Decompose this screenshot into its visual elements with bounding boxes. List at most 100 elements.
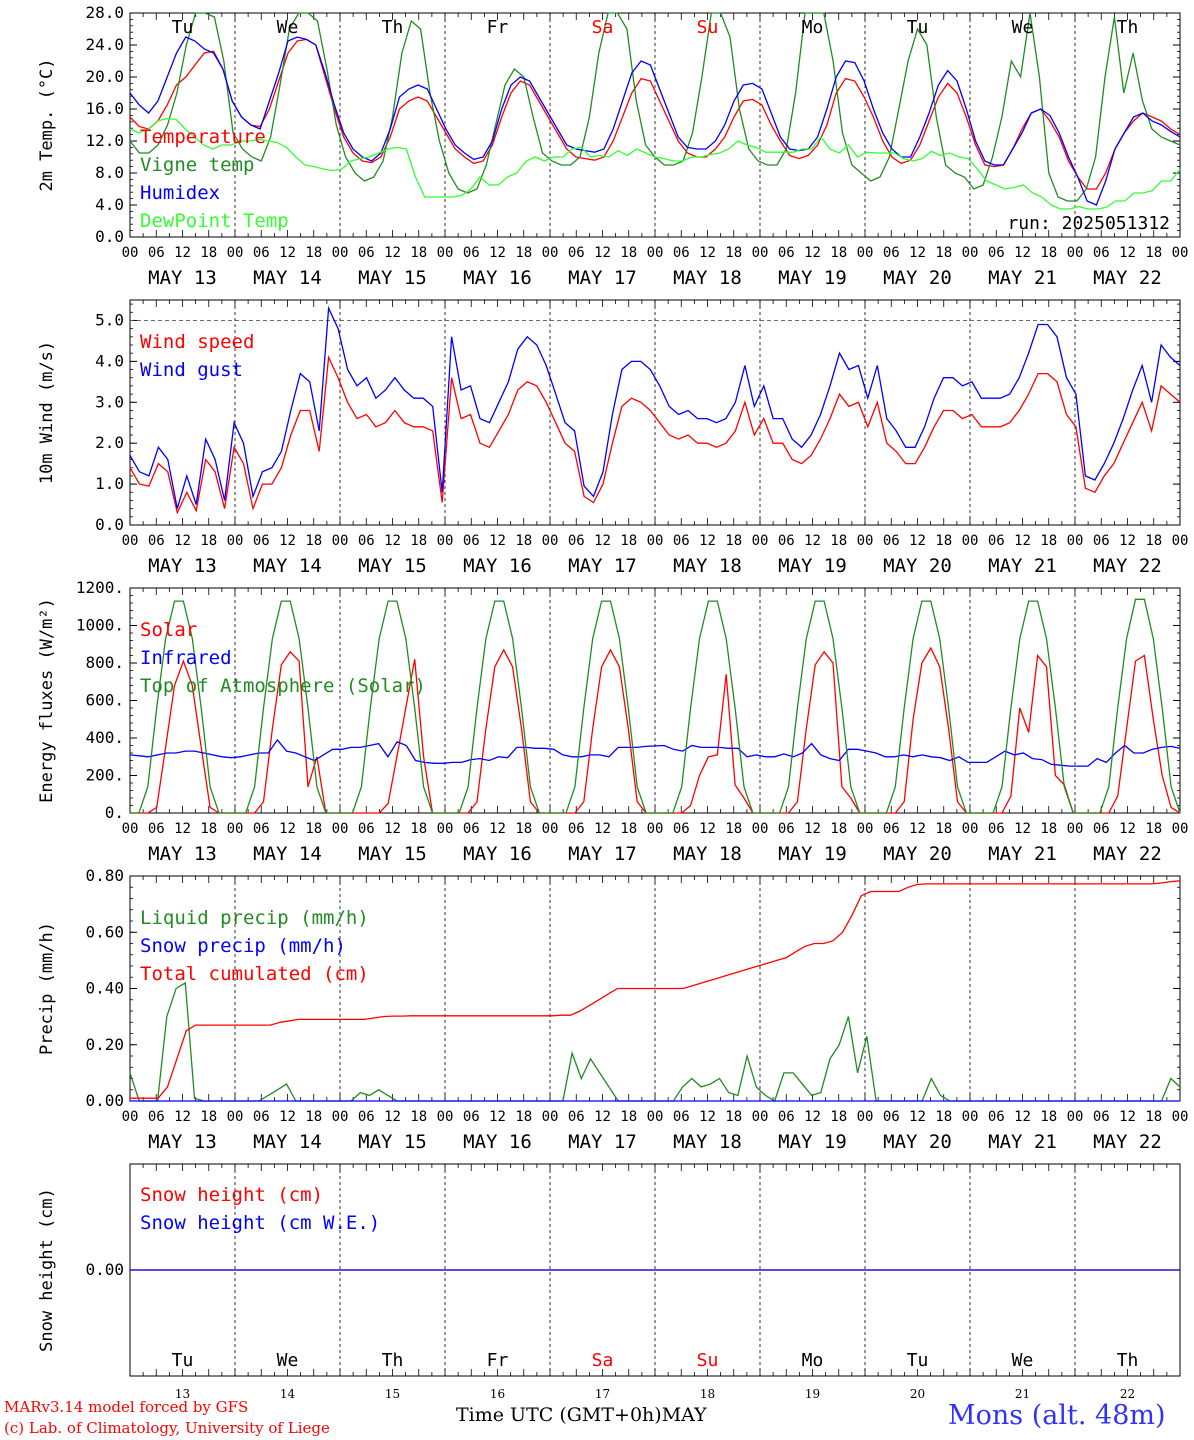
y-tick-label: 20.0 — [85, 67, 124, 86]
y-tick-label: 3.0 — [95, 392, 124, 411]
day-number-label: 21 — [1015, 1387, 1030, 1401]
hour-label: 00 — [437, 821, 454, 837]
hour-label: 12 — [909, 533, 926, 549]
day-of-week-label: Tu — [907, 1350, 929, 1371]
day-of-week-label: Sa — [592, 17, 614, 38]
day-of-week-label: Fr — [487, 17, 509, 38]
y-tick-label: 0.0 — [95, 515, 124, 534]
hour-label: 06 — [568, 533, 585, 549]
hour-label: 00 — [962, 821, 979, 837]
y-tick-label: 2.0 — [95, 433, 124, 452]
hour-label: 06 — [148, 1109, 165, 1125]
date-label: MAY 19 — [778, 1131, 847, 1153]
hour-label: 06 — [358, 1109, 375, 1125]
y-axis-label: 10m Wind (m/s) — [37, 341, 57, 484]
hour-label: 00 — [647, 533, 664, 549]
legend-entry: Liquid precip (mm/h) — [140, 907, 369, 929]
hour-label: 12 — [804, 1109, 821, 1125]
hour-label: 00 — [542, 821, 559, 837]
hour-label: 06 — [988, 1109, 1005, 1125]
y-tick-label: 0.00 — [85, 1260, 124, 1279]
day-of-week-label: We — [1012, 17, 1034, 38]
hour-label: 18 — [1040, 533, 1057, 549]
date-label: MAY 17 — [568, 267, 637, 289]
day-number-label: 14 — [280, 1387, 296, 1401]
hour-label: 18 — [830, 821, 847, 837]
legend-entry: Snow height (cm W.E.) — [140, 1212, 380, 1234]
day-of-week-label: Mo — [802, 1350, 824, 1371]
hour-label: 06 — [988, 245, 1005, 261]
hour-label: 18 — [830, 245, 847, 261]
hour-label: 12 — [699, 245, 716, 261]
hour-label: 06 — [253, 245, 270, 261]
date-label: MAY 22 — [1093, 555, 1162, 577]
hour-label: 06 — [883, 533, 900, 549]
day-of-week-label: Mo — [802, 17, 824, 38]
hour-label: 12 — [699, 1109, 716, 1125]
date-label: MAY 21 — [988, 1131, 1057, 1153]
date-label: MAY 17 — [568, 843, 637, 865]
hour-label: 18 — [1145, 533, 1162, 549]
day-of-week-label: Th — [382, 17, 404, 38]
series-line — [129, 981, 1181, 1102]
hour-label: 18 — [1145, 245, 1162, 261]
hour-label: 18 — [200, 245, 217, 261]
y-tick-label: 4.0 — [95, 351, 124, 370]
hour-label: 18 — [1145, 821, 1162, 837]
hour-label: 12 — [489, 1109, 506, 1125]
hour-label: 12 — [909, 821, 926, 837]
hour-label: 18 — [1040, 1109, 1057, 1125]
hour-label: 00 — [962, 533, 979, 549]
hour-label: 00 — [437, 533, 454, 549]
legend-entry: Wind gust — [140, 359, 243, 381]
hour-label: 06 — [463, 533, 480, 549]
hour-label: 06 — [253, 1109, 270, 1125]
series-line — [130, 598, 1181, 814]
hour-label: 18 — [620, 245, 637, 261]
y-axis-label: 2m Temp. (°C) — [37, 58, 57, 191]
date-label: MAY 17 — [568, 1131, 637, 1153]
date-label: MAY 22 — [1093, 843, 1162, 865]
hour-label: 18 — [935, 533, 952, 549]
series-line — [129, 354, 1181, 515]
hour-label: 00 — [857, 245, 874, 261]
plot-frame — [129, 12, 1181, 238]
y-tick-label: 16.0 — [85, 99, 124, 118]
hour-label: 06 — [988, 821, 1005, 837]
hour-label: 00 — [857, 533, 874, 549]
day-of-week-label: Tu — [172, 1350, 194, 1371]
hour-label: 12 — [279, 533, 296, 549]
hour-label: 06 — [463, 245, 480, 261]
hour-label: 00 — [332, 1109, 349, 1125]
hour-label: 06 — [673, 1109, 690, 1125]
hour-label: 12 — [1119, 1109, 1136, 1125]
hour-label: 12 — [174, 533, 191, 549]
date-label: MAY 13 — [148, 843, 217, 865]
date-label: MAY 16 — [463, 843, 532, 865]
hour-label: 00 — [122, 1109, 139, 1125]
legend-entry: Vigne temp — [140, 154, 254, 176]
hour-label: 18 — [515, 1109, 532, 1125]
hour-label: 18 — [200, 533, 217, 549]
hour-label: 12 — [174, 821, 191, 837]
y-tick-label: 600. — [85, 691, 124, 710]
date-label: MAY 15 — [358, 843, 427, 865]
hour-label: 06 — [778, 533, 795, 549]
date-label: MAY 15 — [358, 1131, 427, 1153]
hour-label: 12 — [489, 821, 506, 837]
y-tick-label: 400. — [85, 728, 124, 747]
date-label: MAY 18 — [673, 267, 742, 289]
hour-label: 18 — [515, 821, 532, 837]
hour-label: 12 — [1119, 245, 1136, 261]
legend-entry: Wind speed — [140, 331, 254, 353]
hour-label: 06 — [1093, 245, 1110, 261]
hour-label: 00 — [542, 533, 559, 549]
day-of-week-label: Sa — [592, 1350, 614, 1371]
date-label: MAY 16 — [463, 267, 532, 289]
day-number-label: 19 — [805, 1387, 820, 1401]
panel-flux: 0. 200. 400. 600. 800. 1000. 1200. Energy fluxe… — [37, 578, 1188, 865]
hour-label: 12 — [804, 245, 821, 261]
hour-label: 12 — [489, 245, 506, 261]
y-tick-label: 0.20 — [85, 1035, 124, 1054]
hour-label: 00 — [647, 821, 664, 837]
